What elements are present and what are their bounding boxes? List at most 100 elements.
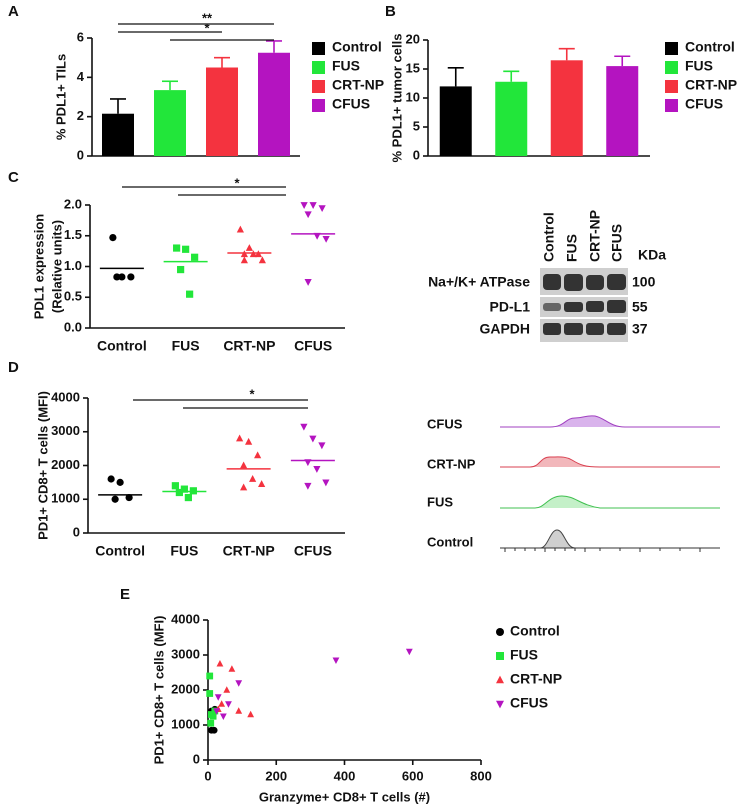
marker bbox=[304, 459, 312, 467]
panel-letter: D bbox=[8, 359, 19, 376]
marker bbox=[254, 451, 262, 459]
x-tick-label: FUS bbox=[170, 543, 198, 559]
marker bbox=[214, 694, 222, 701]
marker bbox=[206, 690, 214, 697]
legend-swatch bbox=[312, 61, 325, 74]
marker bbox=[235, 680, 243, 687]
x-tick-label: Control bbox=[95, 543, 145, 559]
lane-label: Control bbox=[541, 212, 557, 262]
y-tick-label: 3000 bbox=[51, 423, 80, 438]
marker bbox=[313, 465, 321, 473]
x-tick-label: CRT-NP bbox=[223, 338, 275, 354]
bar bbox=[154, 90, 186, 156]
marker bbox=[225, 701, 232, 708]
marker bbox=[405, 648, 413, 656]
marker bbox=[218, 700, 226, 707]
blot-row-label: Na+/K+ ATPase bbox=[428, 274, 530, 290]
lane-label: FUS bbox=[564, 234, 580, 262]
lane-label: CRT-NP bbox=[587, 210, 603, 262]
panel-letter: E bbox=[120, 586, 130, 603]
legend-swatch bbox=[312, 80, 325, 93]
marker bbox=[322, 479, 330, 487]
marker bbox=[219, 713, 227, 720]
marker bbox=[254, 250, 262, 258]
y-tick-label: 2.0 bbox=[64, 196, 82, 211]
marker bbox=[207, 719, 215, 727]
bar bbox=[495, 81, 528, 156]
y-tick-label: 2 bbox=[77, 108, 84, 123]
marker bbox=[173, 244, 181, 252]
y-tick-label: 5 bbox=[413, 118, 420, 133]
y-tick-label: 1.0 bbox=[64, 258, 82, 273]
mw-unit: KDa bbox=[638, 247, 666, 263]
histogram-label: FUS bbox=[427, 494, 453, 509]
lane-label: CFUS bbox=[609, 224, 625, 262]
y-tick-label: 4000 bbox=[171, 611, 200, 626]
x-axis-label: Granzyme+ CD8+ T cells (#) bbox=[259, 789, 430, 804]
mw-label: 100 bbox=[632, 274, 656, 290]
marker bbox=[113, 273, 121, 281]
y-tick-label: 4 bbox=[77, 69, 85, 84]
legend-label: Control bbox=[510, 623, 560, 639]
significance-label: * bbox=[249, 386, 255, 401]
legend-label: CRT-NP bbox=[332, 77, 384, 93]
marker bbox=[111, 495, 119, 503]
x-tick-label: CFUS bbox=[294, 338, 332, 354]
legend-label: CRT-NP bbox=[685, 77, 737, 93]
marker bbox=[247, 710, 255, 718]
marker bbox=[496, 700, 504, 709]
legend-label: CFUS bbox=[332, 96, 370, 112]
y-tick-label: 3000 bbox=[171, 646, 200, 661]
mw-label: 37 bbox=[632, 321, 648, 337]
marker bbox=[332, 657, 340, 664]
marker bbox=[236, 434, 244, 442]
marker bbox=[496, 652, 504, 660]
legend-swatch bbox=[312, 99, 325, 112]
bar bbox=[206, 67, 238, 156]
bar bbox=[439, 86, 472, 156]
marker bbox=[182, 245, 190, 253]
marker bbox=[304, 211, 312, 219]
marker bbox=[228, 665, 236, 672]
marker bbox=[240, 250, 248, 258]
y-tick-label: 10 bbox=[406, 89, 420, 104]
legend-label: CFUS bbox=[685, 96, 723, 112]
marker bbox=[223, 686, 231, 693]
blot-bands bbox=[543, 274, 626, 335]
marker bbox=[304, 278, 312, 286]
marker bbox=[213, 708, 220, 715]
legend-swatch bbox=[665, 99, 678, 112]
x-tick-label: 0 bbox=[204, 768, 211, 783]
bar bbox=[102, 113, 134, 156]
marker bbox=[236, 225, 244, 233]
y-axis-label: PD1+ CD8+ T cells (MFI) bbox=[151, 616, 166, 765]
marker bbox=[186, 290, 194, 298]
western-blot bbox=[540, 268, 628, 342]
y-tick-label: 0 bbox=[193, 751, 200, 766]
marker bbox=[127, 273, 135, 281]
histogram-label: CRT-NP bbox=[427, 456, 476, 471]
marker bbox=[318, 205, 326, 213]
y-tick-label: 2000 bbox=[171, 681, 200, 696]
x-tick-label: 200 bbox=[265, 768, 287, 783]
x-tick-label: 400 bbox=[334, 768, 356, 783]
y-tick-label: 0 bbox=[73, 524, 80, 539]
marker bbox=[496, 628, 504, 636]
y-tick-label: 20 bbox=[406, 31, 420, 46]
significance-label: * bbox=[234, 175, 240, 190]
marker bbox=[175, 488, 183, 497]
legend-swatch bbox=[665, 61, 678, 74]
marker bbox=[322, 235, 330, 243]
y-tick-label: 2000 bbox=[51, 457, 80, 472]
blot-row-label: PD-L1 bbox=[490, 299, 531, 315]
legend-swatch bbox=[665, 80, 678, 93]
x-tick-label: 800 bbox=[470, 768, 492, 783]
histogram-label: Control bbox=[427, 534, 473, 549]
y-tick-label: 0 bbox=[413, 147, 420, 162]
panel-letter: C bbox=[8, 169, 19, 186]
marker bbox=[245, 437, 253, 445]
y-axis-label: PDL1 expression bbox=[31, 214, 46, 320]
legend-label: Control bbox=[685, 39, 735, 55]
bar bbox=[606, 66, 639, 156]
legend-label: Control bbox=[332, 39, 382, 55]
